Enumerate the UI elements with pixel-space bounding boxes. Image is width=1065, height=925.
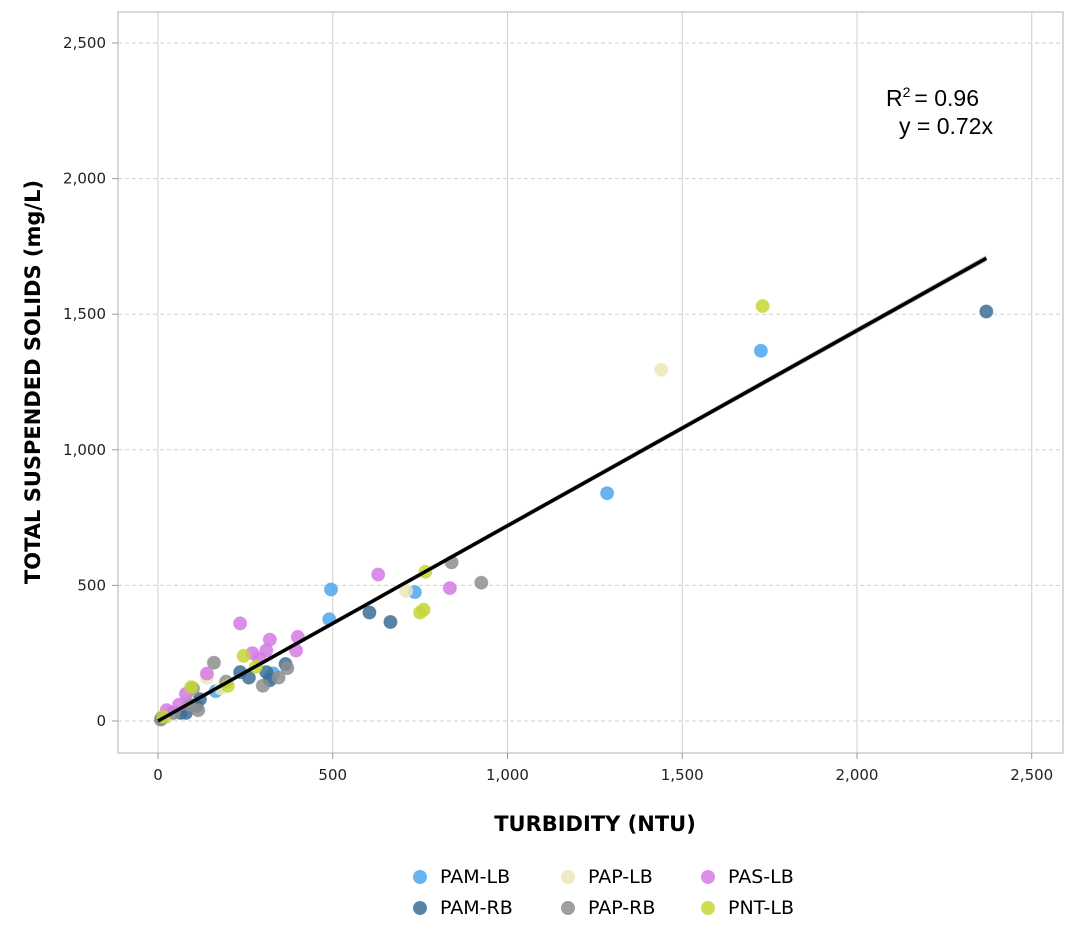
legend-marker-pap-rb xyxy=(561,901,575,915)
fit-line xyxy=(157,256,988,723)
y-axis-ticks: 0 500 1,000 1,500 2,000 2,500 xyxy=(63,34,118,730)
legend: PAM-LB PAM-RB PAP-LB PAP-RB PAS-LB PNT-LB xyxy=(413,866,794,919)
point-pnt-lb-1 xyxy=(184,680,199,695)
point-pas-lb-4 xyxy=(233,616,248,631)
point-pap-rb-7 xyxy=(255,678,270,693)
point-pas-lb-3 xyxy=(199,666,214,681)
point-pap-rb-9 xyxy=(280,661,295,676)
point-pap-lb-5 xyxy=(654,362,669,377)
point-pnt-lb-6 xyxy=(416,602,431,617)
x-tick-label-1: 500 xyxy=(318,766,347,784)
x-tick-label-0: 0 xyxy=(153,766,163,784)
legend-marker-pap-lb xyxy=(561,870,575,884)
point-pam-lb-10 xyxy=(753,343,768,358)
point-pnt-lb-8 xyxy=(755,299,770,314)
y-tick-label-0: 0 xyxy=(96,712,106,730)
point-pap-rb-4 xyxy=(191,703,206,718)
point-pap-rb-11 xyxy=(474,575,489,590)
x-axis-ticks: 0 500 1,000 1,500 2,000 2,500 xyxy=(153,753,1053,784)
point-pap-rb-8 xyxy=(271,670,286,685)
legend-marker-pas-lb xyxy=(701,870,715,884)
x-tick-label-4: 2,000 xyxy=(836,766,879,784)
legend-label-pnt-lb: PNT-LB xyxy=(728,897,794,919)
point-pas-lb-8 xyxy=(262,632,277,647)
point-pap-rb-5 xyxy=(206,655,221,670)
legend-marker-pnt-lb xyxy=(701,901,715,915)
point-pas-lb-12 xyxy=(442,581,457,596)
point-pam-rb-12 xyxy=(383,615,398,630)
legend-marker-pam-rb xyxy=(413,901,427,915)
legend-label-pap-lb: PAP-LB xyxy=(588,866,653,888)
y-axis-title: TOTAL SUSPENDED SOLIDS (mg/L) xyxy=(21,180,45,584)
legend-marker-pam-lb xyxy=(413,870,427,884)
y-tick-label-1: 500 xyxy=(77,576,106,594)
point-pam-lb-7 xyxy=(324,582,339,597)
x-tick-label-5: 2,500 xyxy=(1010,766,1053,784)
x-tick-label-3: 1,500 xyxy=(661,766,704,784)
point-pnt-lb-3 xyxy=(236,648,251,663)
y-tick-label-4: 2,000 xyxy=(63,170,106,188)
legend-label-pam-lb: PAM-LB xyxy=(440,866,510,888)
y-tick-label-5: 2,500 xyxy=(63,34,106,52)
point-pas-lb-11 xyxy=(371,567,386,582)
legend-label-pas-lb: PAS-LB xyxy=(728,866,794,888)
point-pam-rb-13 xyxy=(979,304,994,319)
point-pam-rb-11 xyxy=(362,605,377,620)
x-tick-label-2: 1,000 xyxy=(486,766,529,784)
x-axis-title: TURBIDITY (NTU) xyxy=(494,812,696,836)
grid-lines xyxy=(118,12,1063,753)
y-tick-label-2: 1,000 xyxy=(63,441,106,459)
y-tick-label-3: 1,500 xyxy=(63,305,106,323)
legend-label-pap-rb: PAP-RB xyxy=(588,897,655,919)
plot-area xyxy=(117,11,1064,754)
equation-annotation: y = 0.72x xyxy=(899,113,993,139)
legend-label-pam-rb: PAM-RB xyxy=(440,897,513,919)
r-squared-annotation: R2 = 0.96 xyxy=(886,84,979,111)
point-pam-lb-9 xyxy=(600,486,615,501)
